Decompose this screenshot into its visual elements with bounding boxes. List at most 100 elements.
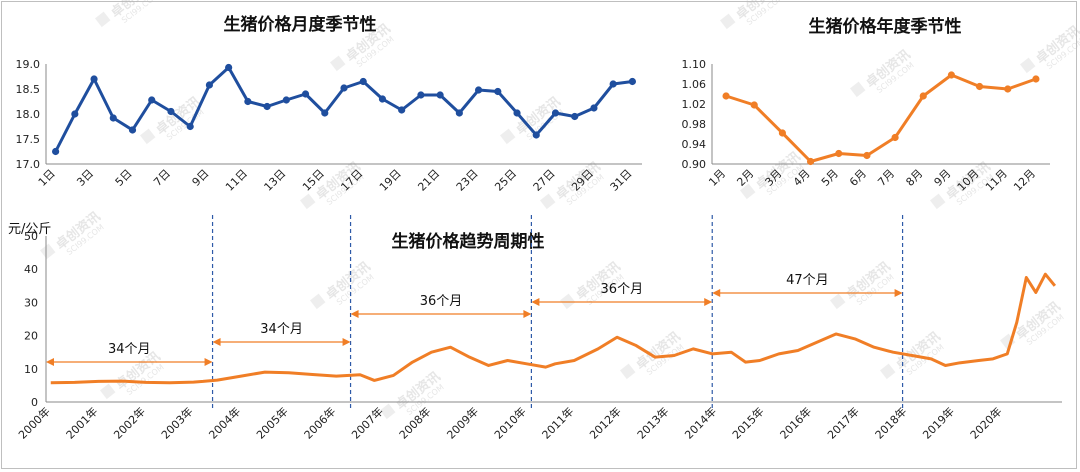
x-tick-label: 13日	[262, 167, 289, 194]
y-tick-label: 19.0	[16, 58, 41, 71]
data-point	[455, 109, 463, 117]
x-tick-label: 23日	[454, 167, 481, 194]
data-point	[835, 149, 843, 158]
trend-cycle-chart: 生猪价格趋势周期性 元/公斤 0 10 20 30 40 50 2000年 2001年 2002…	[8, 215, 1062, 442]
y-tick-label: 17.5	[16, 133, 41, 146]
data-point	[148, 96, 156, 104]
data-point	[806, 157, 815, 166]
data-point	[722, 92, 730, 100]
data-point	[90, 75, 98, 83]
data-point	[205, 81, 214, 89]
data-point	[609, 80, 617, 88]
y-tick-label: 0.98	[682, 118, 707, 131]
data-point	[532, 131, 540, 139]
data-point	[417, 91, 425, 99]
x-tick-label: 2013年	[634, 404, 671, 441]
data-point	[71, 110, 79, 118]
x-tick-label: 25日	[492, 167, 519, 194]
x-tick-label: 2004年	[206, 404, 243, 441]
data-point	[225, 63, 233, 72]
data-point	[186, 122, 194, 131]
x-tick-label: 7日	[151, 167, 173, 189]
period-arrowhead	[523, 310, 532, 318]
data-point	[947, 71, 956, 79]
y-tick-label: 30	[24, 296, 38, 309]
data-point	[378, 95, 387, 103]
x-tick-label: 2007年	[349, 404, 386, 441]
data-point	[109, 114, 117, 122]
y-tick-label: 50	[24, 230, 38, 243]
x-tick-label: 3日	[74, 167, 96, 189]
x-tick-label: 2019年	[920, 404, 957, 441]
x-tick-label: 5月	[819, 167, 841, 189]
data-point	[398, 106, 406, 114]
y-tick-label: 18.0	[16, 108, 41, 121]
data-point	[301, 90, 310, 98]
trend-series-line	[50, 272, 1057, 385]
data-point	[359, 77, 367, 86]
data-point	[628, 77, 636, 86]
x-tick-label: 2011年	[539, 404, 576, 441]
y-tick-label: 1.06	[682, 78, 707, 91]
y-tick-label: 0	[31, 396, 38, 409]
monthly-seasonality-title: 生猪价格月度季节性	[224, 14, 377, 35]
y-tick-label: 20	[24, 330, 38, 343]
data-point	[891, 133, 899, 142]
y-tick-label: 17.0	[16, 158, 41, 171]
period-arrowhead	[204, 358, 213, 366]
x-tick-label: 2005年	[253, 404, 290, 441]
x-tick-label: 21日	[415, 167, 442, 194]
x-tick-label: 2月	[734, 167, 756, 189]
period-label: 34个月	[260, 322, 303, 337]
x-tick-label: 27日	[531, 167, 558, 194]
x-tick-label: 1月	[706, 167, 728, 189]
data-point	[282, 96, 290, 104]
x-tick-label: 2006年	[301, 404, 338, 441]
data-point	[1004, 85, 1012, 93]
period-arrowhead	[342, 338, 351, 346]
data-point	[551, 109, 560, 117]
data-point	[436, 91, 444, 99]
data-point	[1032, 75, 1040, 83]
x-tick-label: 8月	[903, 167, 925, 189]
y-tick-label: 1.02	[682, 98, 707, 111]
x-tick-label: 2016年	[777, 404, 814, 441]
data-point	[975, 82, 984, 91]
y-tick-label: 1.10	[682, 58, 707, 71]
period-arrowhead	[704, 298, 713, 306]
period-arrowhead	[712, 289, 721, 297]
period-label: 36个月	[420, 294, 463, 309]
period-label: 36个月	[601, 282, 644, 297]
x-tick-label: 2018年	[872, 404, 909, 441]
data-point	[919, 92, 927, 100]
data-point	[340, 84, 348, 92]
y-tick-label: 0.90	[682, 158, 707, 171]
x-tick-label: 12月	[1011, 167, 1038, 194]
data-point	[167, 107, 175, 116]
x-tick-label: 11日	[223, 167, 250, 194]
period-label: 47个月	[786, 273, 829, 288]
x-tick-label: 7月	[875, 167, 897, 189]
data-point	[571, 112, 579, 121]
y-tick-label: 18.5	[16, 83, 41, 96]
x-tick-label: 2014年	[682, 404, 719, 441]
x-tick-label: 2015年	[729, 404, 766, 441]
x-tick-label: 19日	[377, 167, 404, 194]
x-tick-label: 31日	[608, 167, 635, 194]
x-tick-label: 2001年	[63, 404, 100, 441]
x-tick-label: 2009年	[444, 404, 481, 441]
period-arrowhead	[531, 298, 540, 306]
period-arrowhead	[212, 338, 221, 346]
data-point	[244, 97, 252, 106]
annual-series-line	[725, 73, 1037, 163]
x-tick-label: 2017年	[824, 404, 861, 441]
y-tick-label: 10	[24, 363, 38, 376]
